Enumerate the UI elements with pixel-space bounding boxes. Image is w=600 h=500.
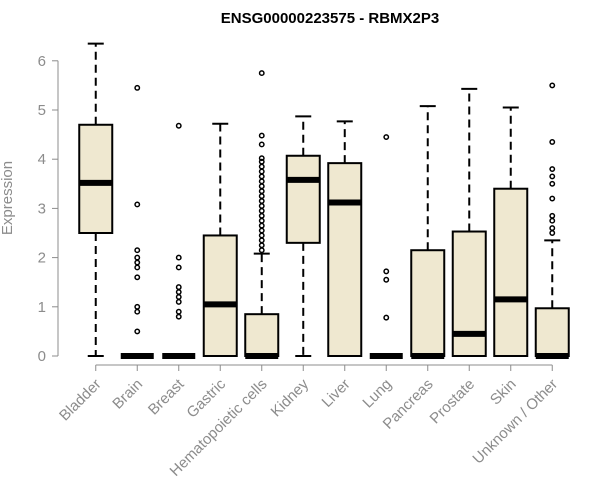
outlier-point bbox=[175, 313, 182, 320]
outlier-point bbox=[383, 314, 390, 321]
y-axis-label: Expression bbox=[0, 161, 16, 235]
outlier-point bbox=[134, 274, 141, 281]
outlier-point bbox=[549, 139, 556, 145]
y-tick-label: 4 bbox=[38, 151, 46, 168]
outlier-point bbox=[383, 134, 390, 141]
box-iqr bbox=[244, 313, 280, 357]
x-tick-label: Brain bbox=[109, 376, 146, 413]
x-tick-label: Lung bbox=[359, 376, 395, 412]
outlier-point bbox=[258, 178, 265, 185]
box-group bbox=[120, 84, 154, 359]
x-tick-label: Liver bbox=[319, 376, 354, 411]
box-iqr bbox=[451, 230, 487, 357]
outlier-point bbox=[258, 212, 265, 219]
box-iqr bbox=[327, 162, 363, 357]
box-group bbox=[493, 106, 529, 357]
outlier-point bbox=[175, 298, 182, 305]
outlier-point bbox=[383, 276, 390, 283]
y-tick-label: 3 bbox=[38, 200, 46, 217]
outlier-point bbox=[549, 195, 556, 202]
outlier-point bbox=[383, 268, 390, 275]
outlier-point bbox=[258, 158, 265, 165]
box-group bbox=[451, 87, 487, 357]
y-tick-label: 0 bbox=[38, 348, 46, 365]
outlier-point bbox=[258, 155, 265, 162]
outlier-point bbox=[175, 254, 182, 261]
outlier-point bbox=[258, 222, 265, 229]
box-iqr bbox=[78, 123, 114, 234]
outlier-point bbox=[134, 303, 141, 310]
box-group bbox=[162, 122, 196, 359]
outlier-point bbox=[258, 227, 265, 234]
outlier-point bbox=[258, 242, 265, 249]
box-iqr bbox=[285, 154, 321, 244]
box-group bbox=[285, 115, 321, 357]
box-group bbox=[369, 134, 403, 359]
outlier-point bbox=[134, 247, 141, 254]
box-group bbox=[410, 105, 446, 359]
outlier-point bbox=[175, 122, 182, 129]
outlier-point bbox=[258, 168, 265, 175]
outlier-point bbox=[549, 82, 556, 89]
outlier-point bbox=[175, 264, 182, 271]
outlier-point bbox=[134, 201, 141, 208]
box-group bbox=[202, 122, 238, 358]
x-tick-label: Prostate bbox=[427, 376, 479, 428]
box-group bbox=[78, 42, 114, 357]
outlier-point bbox=[258, 247, 265, 254]
x-tick-label: Kidney bbox=[268, 375, 313, 420]
outlier-point bbox=[175, 289, 182, 295]
outlier-point bbox=[258, 132, 265, 139]
x-tick-label: Skin bbox=[487, 376, 520, 409]
outlier-point bbox=[134, 308, 141, 315]
outlier-point bbox=[549, 166, 556, 172]
outlier-point bbox=[175, 294, 182, 300]
outlier-point bbox=[549, 225, 556, 232]
box-iqr bbox=[534, 307, 570, 357]
y-tick-label: 6 bbox=[38, 53, 46, 70]
outlier-point bbox=[258, 198, 265, 204]
outlier-point bbox=[549, 217, 556, 224]
box-iqr bbox=[493, 187, 529, 357]
x-tick-label: Bladder bbox=[56, 376, 105, 425]
outlier-point bbox=[549, 180, 556, 187]
outlier-point bbox=[258, 193, 265, 200]
outlier-point bbox=[258, 173, 265, 180]
outlier-point bbox=[549, 230, 556, 236]
y-tick-label: 2 bbox=[38, 250, 46, 267]
outlier-point bbox=[258, 163, 265, 170]
box-group bbox=[327, 120, 363, 357]
outlier-point bbox=[175, 308, 182, 315]
outlier-point bbox=[134, 264, 141, 271]
outlier-point bbox=[175, 284, 182, 291]
outlier-point bbox=[134, 328, 141, 335]
box-iqr bbox=[410, 249, 446, 357]
box-group bbox=[534, 82, 570, 359]
box-iqr bbox=[202, 234, 238, 358]
outlier-point bbox=[549, 173, 556, 180]
y-tick-label: 5 bbox=[38, 102, 46, 119]
plot-area bbox=[78, 42, 570, 359]
outlier-point bbox=[134, 84, 141, 91]
y-tick-label: 1 bbox=[38, 299, 46, 316]
outlier-point bbox=[549, 212, 556, 219]
outlier-point bbox=[258, 217, 265, 224]
x-tick-label: Breast bbox=[145, 375, 188, 418]
y-axis: 0 1 2 3 4 5 6 bbox=[38, 53, 59, 365]
chart-title: ENSG00000223575 - RBMX2P3 bbox=[221, 10, 439, 27]
outlier-point bbox=[134, 254, 141, 261]
outlier-point bbox=[258, 237, 265, 244]
outlier-point bbox=[258, 202, 265, 209]
outlier-point bbox=[258, 232, 265, 239]
box-group bbox=[244, 70, 280, 359]
outlier-point bbox=[134, 259, 141, 266]
outlier-point bbox=[258, 141, 265, 148]
outlier-point bbox=[258, 70, 265, 77]
outlier-point bbox=[258, 183, 265, 190]
outlier-point bbox=[258, 188, 265, 195]
outlier-point bbox=[258, 207, 265, 214]
